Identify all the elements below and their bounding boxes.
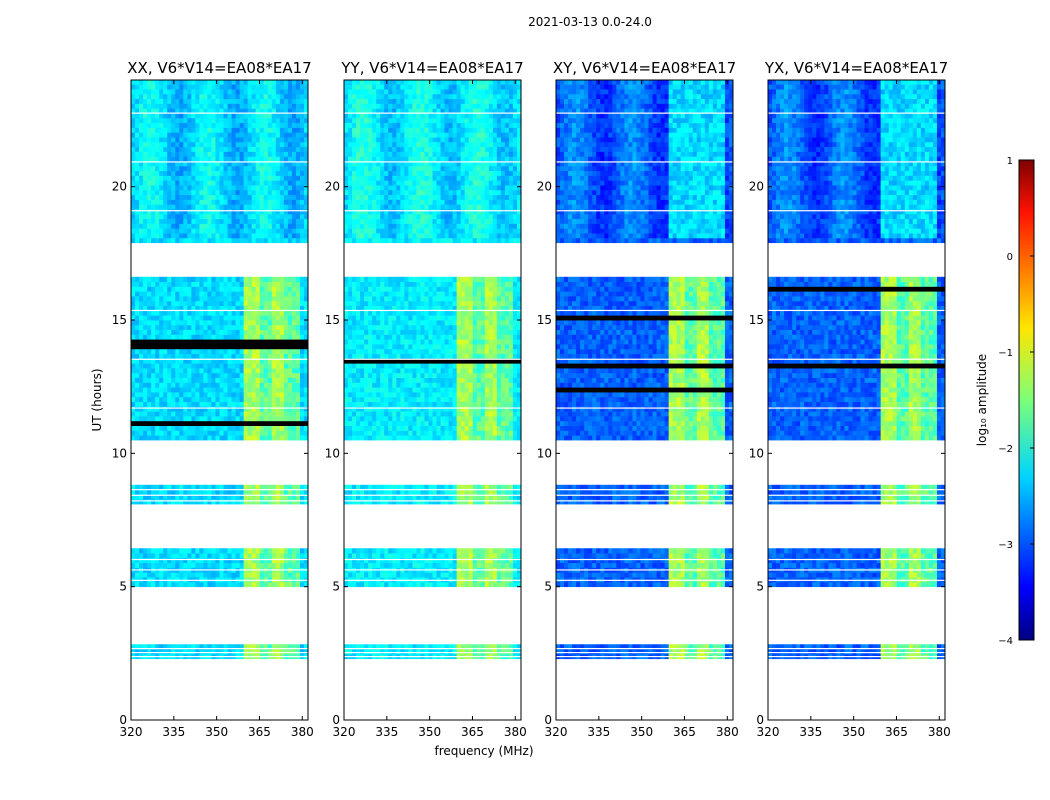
y-tick-label: 20 bbox=[112, 180, 127, 194]
panel-1-frame bbox=[130, 79, 309, 721]
colorbar-tick-label: 1 bbox=[1007, 156, 1013, 167]
colorbar-tick-label: −4 bbox=[998, 636, 1013, 647]
y-axis-label: UT (hours) bbox=[90, 368, 104, 431]
panel-4-title: YX, V6*V14=EA08*EA17 bbox=[764, 59, 948, 77]
x-tick-label: 380 bbox=[504, 725, 527, 739]
colorbar-tick-label: −1 bbox=[998, 348, 1013, 359]
colorbar-label: log₁₀ amplitude bbox=[975, 354, 989, 446]
x-tick-label: 335 bbox=[587, 725, 610, 739]
y-tick-label: 20 bbox=[749, 180, 764, 194]
y-tick-label: 5 bbox=[119, 580, 127, 594]
colorbar-tick-label: 0 bbox=[1007, 252, 1013, 263]
y-tick-label: 5 bbox=[756, 580, 764, 594]
y-tick-label: 20 bbox=[537, 180, 552, 194]
colorbar-gradient bbox=[1018, 159, 1035, 641]
x-tick-label: 380 bbox=[716, 725, 739, 739]
panel-4-frame bbox=[767, 79, 946, 721]
panel-3-heatmap bbox=[556, 80, 733, 660]
x-tick-label: 335 bbox=[162, 725, 185, 739]
y-tick-label: 0 bbox=[332, 713, 340, 727]
panel-2-heatmap bbox=[344, 80, 521, 660]
panel-2: YY, V6*V14=EA08*EA17 320 335 350 365 380 0 5 10 1… bbox=[325, 59, 527, 739]
y-tick-label: 0 bbox=[756, 713, 764, 727]
x-tick-label: 365 bbox=[461, 725, 484, 739]
panel-2-frame bbox=[343, 79, 522, 721]
y-tick-label: 10 bbox=[112, 446, 127, 460]
y-tick-label: 15 bbox=[112, 313, 127, 327]
colorbar-tick-label: −2 bbox=[998, 444, 1013, 455]
panel-4: YX, V6*V14=EA08*EA17 320 335 350 365 380 0 5 10 1… bbox=[749, 59, 951, 739]
y-tick-label: 0 bbox=[119, 713, 127, 727]
panel-3-frame bbox=[555, 79, 734, 721]
x-tick-label: 350 bbox=[842, 725, 865, 739]
panel-3-title: XY, V6*V14=EA08*EA17 bbox=[553, 59, 736, 77]
panel-1: XX, V6*V14=EA08*EA17 320 335 350 365 380 0 5 10 1… bbox=[112, 59, 314, 739]
y-tick-label: 0 bbox=[544, 713, 552, 727]
colorbar: 1 0 −1 −2 −3 −4 log₁₀ amplitude bbox=[975, 156, 1035, 647]
panels-group: XX, V6*V14=EA08*EA17 320 335 350 365 380 0 5 10 1… bbox=[112, 59, 951, 739]
x-tick-label: 335 bbox=[375, 725, 398, 739]
x-tick-label: 365 bbox=[248, 725, 271, 739]
x-tick-label: 320 bbox=[120, 725, 143, 739]
panel-4-heatmap bbox=[768, 80, 945, 660]
colorbar-tick-label: −3 bbox=[998, 540, 1013, 551]
panel-1-heatmap bbox=[131, 80, 308, 660]
panel-2-title: YY, V6*V14=EA08*EA17 bbox=[340, 59, 523, 77]
x-tick-label: 335 bbox=[799, 725, 822, 739]
y-tick-label: 10 bbox=[537, 446, 552, 460]
y-tick-label: 15 bbox=[537, 313, 552, 327]
x-tick-label: 350 bbox=[630, 725, 653, 739]
colorbar-ticks: 1 0 −1 −2 −3 −4 bbox=[998, 156, 1034, 647]
y-tick-label: 10 bbox=[325, 446, 340, 460]
x-tick-label: 350 bbox=[205, 725, 228, 739]
y-tick-label: 15 bbox=[749, 313, 764, 327]
x-tick-label: 350 bbox=[418, 725, 441, 739]
y-tick-label: 20 bbox=[325, 180, 340, 194]
figure-suptitle: 2021-03-13 0.0-24.0 bbox=[528, 15, 652, 29]
x-axis-label: frequency (MHz) bbox=[434, 744, 533, 758]
x-tick-label: 320 bbox=[333, 725, 356, 739]
x-tick-label: 320 bbox=[545, 725, 568, 739]
x-tick-label: 380 bbox=[928, 725, 951, 739]
panel-1-title: XX, V6*V14=EA08*EA17 bbox=[127, 59, 311, 77]
y-tick-label: 5 bbox=[332, 580, 340, 594]
x-tick-label: 380 bbox=[291, 725, 314, 739]
y-tick-label: 15 bbox=[325, 313, 340, 327]
x-tick-label: 365 bbox=[885, 725, 908, 739]
x-tick-label: 320 bbox=[757, 725, 780, 739]
y-tick-label: 5 bbox=[544, 580, 552, 594]
x-tick-label: 365 bbox=[673, 725, 696, 739]
y-tick-label: 10 bbox=[749, 446, 764, 460]
panel-3: XY, V6*V14=EA08*EA17 320 335 350 365 380 0 5 10 1… bbox=[537, 59, 739, 739]
